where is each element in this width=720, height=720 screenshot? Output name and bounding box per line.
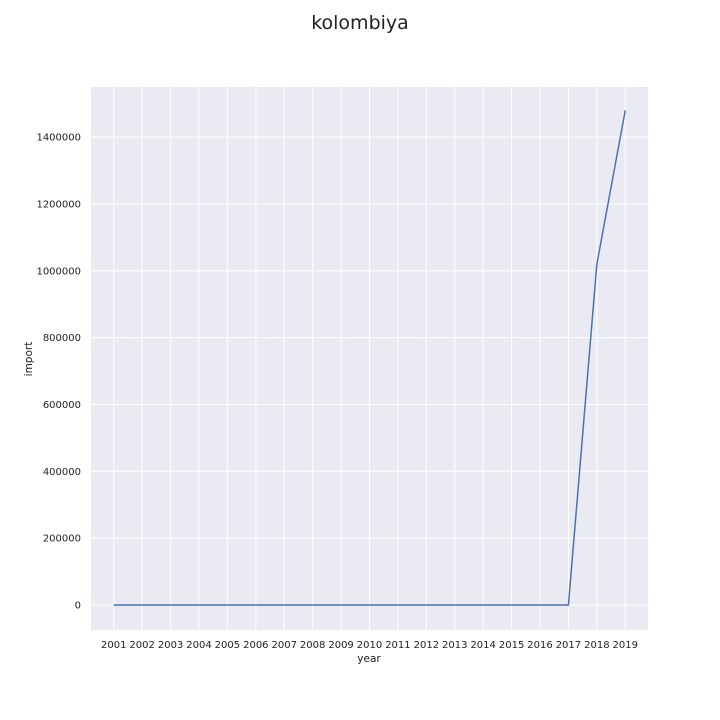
x-tick-label: 2019 (613, 640, 638, 651)
y-tick-label: 600000 (43, 400, 81, 411)
x-gridlines (113, 87, 626, 630)
x-tick-label: 2013 (442, 640, 467, 651)
x-tick-label: 2015 (499, 640, 524, 651)
x-tick-label: 2011 (385, 640, 410, 651)
x-tick-label: 2008 (300, 640, 325, 651)
x-tick-label: 2002 (129, 640, 154, 651)
x-tick-label: 2012 (414, 640, 439, 651)
y-tick-label: 1200000 (36, 199, 81, 210)
y-tick-label: 200000 (43, 534, 81, 545)
chart-title: kolombiya (311, 12, 409, 34)
x-tick-label: 2018 (584, 640, 609, 651)
y-tick-label: 0 (75, 600, 81, 611)
x-tick-label: 2004 (186, 640, 211, 651)
x-tick-label: 2017 (556, 640, 581, 651)
y-tick-labels: 0 200000 400000 600000 800000 1000000 1200000 1… (36, 133, 81, 612)
y-tick-label: 400000 (43, 467, 81, 478)
x-tick-label: 2005 (215, 640, 240, 651)
x-tick-label: 2009 (328, 640, 353, 651)
x-tick-label: 2014 (470, 640, 495, 651)
x-axis-label: year (357, 653, 381, 665)
x-tick-label: 2003 (158, 640, 183, 651)
y-tick-label: 1000000 (36, 266, 81, 277)
x-tick-labels: 2001 2002 2003 2004 2005 2006 2007 2008 2009 2010… (101, 640, 638, 651)
y-axis-label: import (23, 342, 35, 377)
x-tick-label: 2016 (527, 640, 552, 651)
y-tick-label: 1400000 (36, 133, 81, 144)
x-tick-label: 2010 (357, 640, 382, 651)
x-tick-label: 2007 (272, 640, 297, 651)
series-line (113, 110, 627, 606)
series-layer (113, 110, 627, 606)
y-tick-label: 800000 (43, 333, 81, 344)
x-tick-label: 2006 (243, 640, 268, 651)
x-tick-label: 2001 (101, 640, 126, 651)
